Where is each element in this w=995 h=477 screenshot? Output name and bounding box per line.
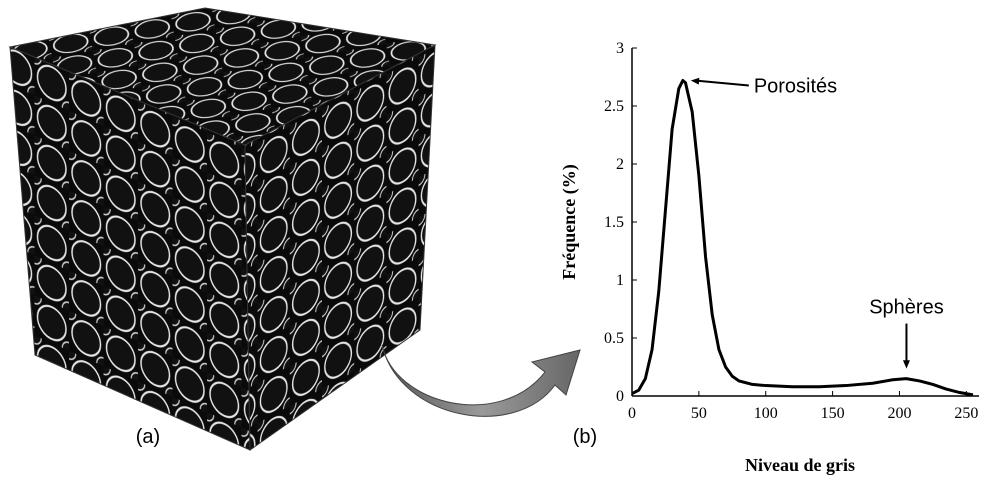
- y-tick-label: 1.5: [604, 214, 624, 231]
- y-tick-label: 2: [616, 156, 624, 173]
- x-tick-label: 100: [754, 405, 778, 422]
- x-tick-label: 0: [628, 405, 636, 422]
- line-series: [631, 78, 974, 397]
- panel-label: (a): [136, 426, 160, 448]
- panel-label: (b): [573, 426, 597, 448]
- annotation-arrowhead: [902, 360, 910, 369]
- y-tick-label: 3: [616, 40, 624, 57]
- annotation-arrowhead: [690, 77, 700, 85]
- y-tick-label: 1: [616, 272, 624, 289]
- y-tick-label: 0.5: [604, 330, 624, 347]
- cube-right: [244, 44, 436, 451]
- x-tick-label: 150: [821, 405, 845, 422]
- curved-arrow: [381, 344, 581, 417]
- x-tick-label: 50: [691, 405, 707, 422]
- annotation-text: Porosités: [754, 75, 837, 97]
- x-axis-label: Niveau de gris: [745, 455, 855, 475]
- annotation-text: Sphères: [869, 297, 944, 319]
- y-tick-label: 2.5: [604, 98, 624, 115]
- cube-image: [8, 7, 437, 451]
- y-tick-label: 0: [616, 388, 624, 405]
- x-tick-label: 200: [887, 405, 911, 422]
- y-axis-label: Fréquence (%): [559, 164, 580, 279]
- annotation-arrow: [694, 79, 749, 87]
- x-tick-label: 250: [954, 405, 978, 422]
